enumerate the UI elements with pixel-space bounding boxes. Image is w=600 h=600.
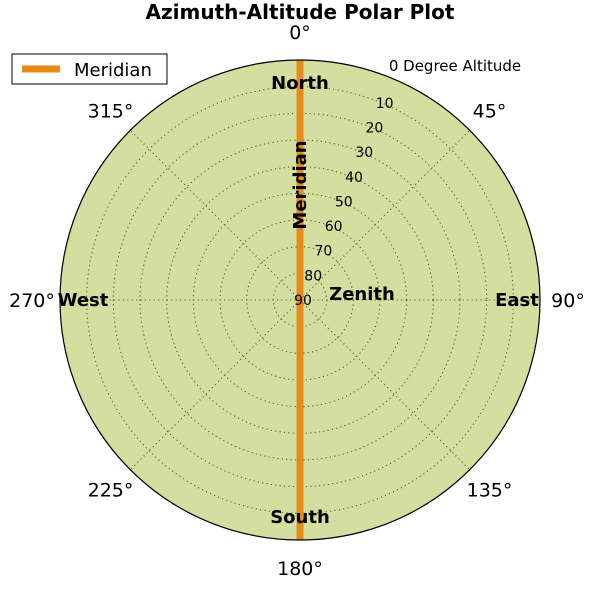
- plot-border: [59, 59, 541, 541]
- altitude-tick-10: 10: [376, 96, 394, 112]
- direction-label-east: East: [495, 290, 539, 311]
- grid-spoke-az-315: [129, 129, 301, 301]
- direction-label-north: North: [271, 73, 329, 94]
- grid-spoke-az-225: [129, 299, 301, 471]
- altitude-tick-70: 70: [314, 244, 332, 260]
- azimuth-tick-90: 90°: [551, 290, 585, 312]
- altitude-tick-20: 20: [366, 121, 384, 137]
- altitude-caption: 0 Degree Altitude: [389, 57, 521, 75]
- altitude-tick-30: 30: [355, 145, 373, 161]
- altitude-tick-40: 40: [345, 170, 363, 186]
- direction-label-west: West: [58, 290, 109, 311]
- azimuth-tick-225: 225°: [88, 480, 134, 502]
- legend: Meridian: [11, 53, 168, 85]
- legend-label-meridian: Meridian: [74, 60, 152, 81]
- altitude-tick-80: 80: [304, 268, 322, 284]
- grid-spoke-az-135: [299, 299, 471, 471]
- altitude-tick-90: 90: [294, 293, 312, 309]
- azimuth-tick-135: 135°: [467, 480, 513, 502]
- altitude-tick-50: 50: [335, 194, 353, 210]
- azimuth-tick-45: 45°: [473, 100, 507, 122]
- grid-circle-alt-40: [166, 166, 434, 434]
- label-layer: 0° 45° 90° 135° 180° 225° 270° 315° 10 20 30 40 50 60…: [9, 22, 585, 580]
- center-label-zenith: Zenith: [329, 284, 395, 305]
- chart-title: Azimuth-Altitude Polar Plot: [146, 0, 455, 24]
- direction-label-south: South: [270, 507, 330, 528]
- grid-spoke-az-45: [299, 129, 471, 301]
- azimuth-tick-315: 315°: [88, 100, 134, 122]
- grid: [60, 60, 540, 540]
- grid-circle-alt-20: [112, 112, 488, 488]
- altitude-tick-60: 60: [325, 219, 343, 235]
- series-annotation-meridian: Meridian: [290, 140, 311, 229]
- azimuth-tick-270: 270°: [9, 290, 55, 312]
- azimuth-tick-180: 180°: [277, 558, 323, 580]
- azimuth-tick-0: 0°: [289, 22, 311, 44]
